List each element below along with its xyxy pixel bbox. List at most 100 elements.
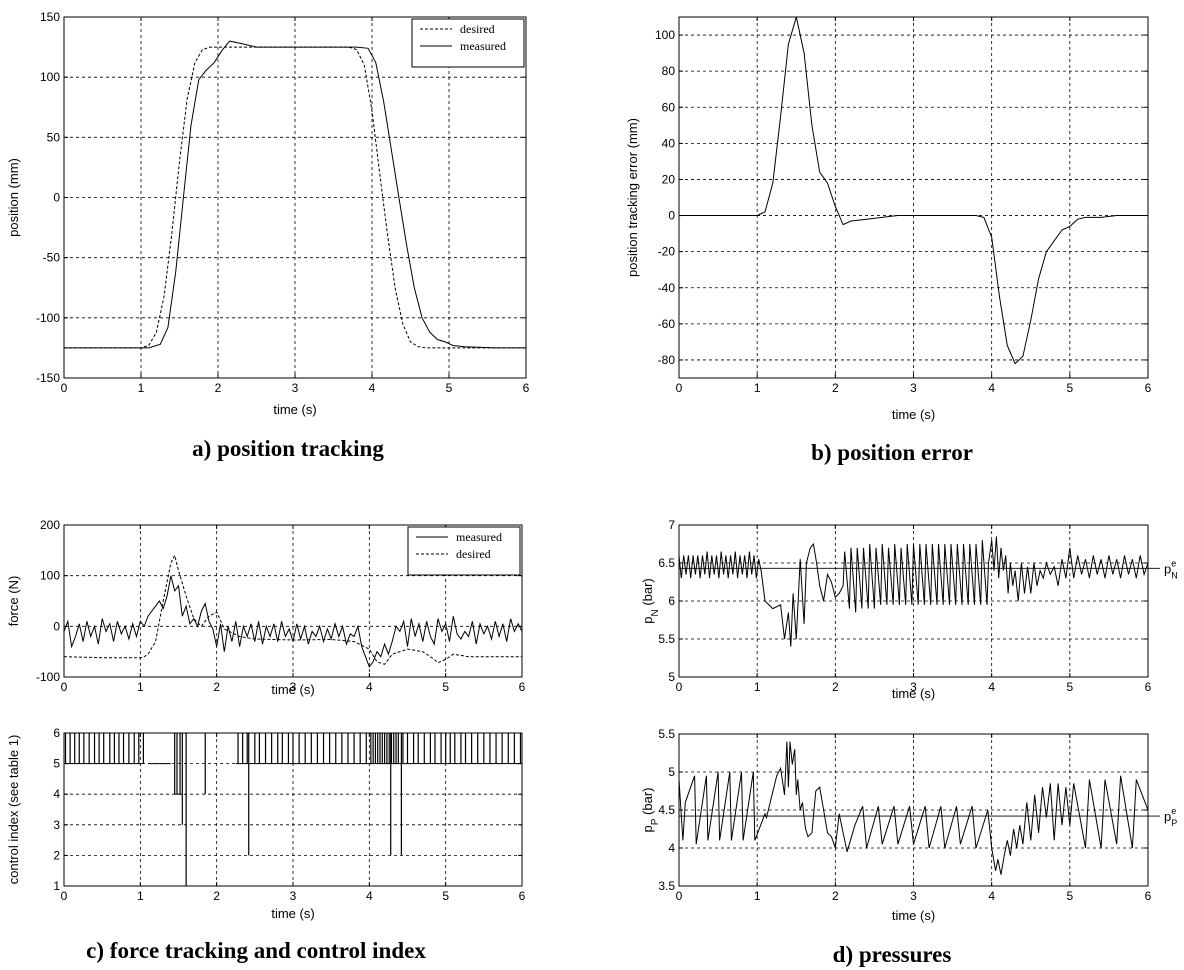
x-tick-label: 5 <box>442 680 449 694</box>
y-tick-label: -150 <box>36 371 60 385</box>
y-tick-label: 20 <box>662 172 676 186</box>
series-line-measured <box>64 575 522 668</box>
y-tick-label: -80 <box>658 353 676 367</box>
y-axis-label: pN (bar) <box>640 578 661 624</box>
panel-position-error: 0 1 2 3 4 5 6 -80 -60 -40 -20 0 20 40 60 80 100 time (s) p… <box>625 16 1152 422</box>
y-tick-label: -100 <box>36 670 60 684</box>
y-tick-label: 200 <box>40 518 60 532</box>
y-tick-label: -100 <box>36 311 60 325</box>
reference-label: pe N <box>1164 558 1178 580</box>
x-tick-label: 3 <box>910 889 917 903</box>
y-axis-label: control index (see table 1) <box>6 735 21 885</box>
x-tick-label: 0 <box>61 680 68 694</box>
y-tick-label: 4 <box>53 787 60 801</box>
series-line-measured <box>64 40 526 349</box>
x-tick-label: 6 <box>1145 381 1152 395</box>
x-tick-label: 1 <box>754 680 761 694</box>
series-line-data <box>679 741 1148 875</box>
plot-area <box>64 40 526 349</box>
x-tick-label: 5 <box>1066 381 1073 395</box>
legend-box <box>411 18 525 68</box>
series-line-desired <box>64 553 522 665</box>
x-tick-label: 1 <box>137 889 144 903</box>
legend-box <box>407 526 521 576</box>
x-tick-label: 1 <box>754 381 761 395</box>
x-axis-label: time (s) <box>271 906 314 921</box>
y-tick-label: 4 <box>668 841 675 855</box>
caption-d: d) pressures <box>833 942 952 967</box>
series-line-data <box>679 536 1148 647</box>
y-tick-label: 5 <box>668 765 675 779</box>
x-tick-label: 0 <box>61 889 68 903</box>
x-tick-label: 4 <box>988 889 995 903</box>
y-tick-label: 100 <box>40 569 60 583</box>
y-tick-label: 6 <box>53 726 60 740</box>
x-tick-label: 5 <box>1066 889 1073 903</box>
plot-frame <box>678 524 1149 678</box>
y-tick-label: 5 <box>53 757 60 771</box>
x-tick-label: 3 <box>292 381 299 395</box>
legend-label-desired: desired <box>456 547 491 561</box>
plot-frame <box>63 16 527 379</box>
x-tick-label: 2 <box>832 381 839 395</box>
x-tick-label: 1 <box>137 680 144 694</box>
y-axis-label: force (N) <box>6 576 21 627</box>
x-tick-label: 6 <box>1145 889 1152 903</box>
x-tick-label: 3 <box>290 680 297 694</box>
x-tick-label: 3 <box>910 680 917 694</box>
x-tick-label: 0 <box>61 381 68 395</box>
y-tick-label: 6.5 <box>658 556 675 570</box>
x-tick-label: 2 <box>832 680 839 694</box>
y-tick-label: 0 <box>53 191 60 205</box>
x-tick-label: 6 <box>519 680 526 694</box>
x-tick-label: 5 <box>1066 680 1073 694</box>
x-tick-label: 1 <box>138 381 145 395</box>
x-tick-label: 3 <box>910 381 917 395</box>
y-axis-label: pP (bar) <box>640 788 661 833</box>
y-tick-label: 3.5 <box>658 879 675 893</box>
y-tick-label: 6 <box>668 594 675 608</box>
y-tick-label: -20 <box>658 245 676 259</box>
y-tick-label: 40 <box>662 136 676 150</box>
legend-label-desired: desired <box>460 22 495 36</box>
y-tick-label: 0 <box>53 619 60 633</box>
caption-c: c) force tracking and control index <box>86 938 426 963</box>
y-tick-label: 150 <box>40 10 60 24</box>
y-tick-label: -50 <box>43 251 61 265</box>
x-tick-label: 2 <box>215 381 222 395</box>
x-tick-label: 4 <box>988 381 995 395</box>
x-tick-label: 0 <box>676 381 683 395</box>
legend-label-measured: measured <box>460 39 506 53</box>
x-tick-label: 4 <box>366 680 373 694</box>
x-axis-label: time (s) <box>892 686 935 701</box>
panel-pressure-n: 0 1 2 3 4 5 6 5 5.5 6 6.5 7 time (s) pN (bar) pe N <box>640 518 1178 701</box>
x-tick-label: 1 <box>754 889 761 903</box>
x-tick-label: 6 <box>523 381 530 395</box>
x-tick-label: 4 <box>988 680 995 694</box>
plot-area <box>64 553 522 668</box>
y-tick-label: 50 <box>47 130 61 144</box>
caption-a: a) position tracking <box>192 436 384 461</box>
y-tick-label: 2 <box>53 848 60 862</box>
plot-frame <box>678 16 1149 379</box>
y-tick-label: 4.5 <box>658 803 675 817</box>
x-tick-label: 4 <box>369 381 376 395</box>
y-axis-label: position (mm) <box>6 158 21 237</box>
panel-pressure-p: 0 1 2 3 4 5 6 3.5 4 4.5 5 5.5 time (s) pP (bar) pe P <box>640 727 1177 923</box>
y-tick-label: 60 <box>662 100 676 114</box>
plot-area <box>679 741 1148 875</box>
y-tick-label: 100 <box>655 28 675 42</box>
y-tick-label: 80 <box>662 64 676 78</box>
x-axis-label: time (s) <box>273 402 316 417</box>
y-tick-label: 100 <box>40 70 60 84</box>
caption-b: b) position error <box>811 440 973 465</box>
y-tick-label: 5.5 <box>658 632 675 646</box>
series-line-desired <box>64 46 526 349</box>
x-axis-label: time (s) <box>892 908 935 923</box>
x-tick-label: 5 <box>442 889 449 903</box>
x-tick-label: 5 <box>446 381 453 395</box>
y-tick-label: 5.5 <box>658 727 675 741</box>
reference-label: pe P <box>1164 806 1177 828</box>
y-axis-label: position tracking error (mm) <box>625 118 640 277</box>
